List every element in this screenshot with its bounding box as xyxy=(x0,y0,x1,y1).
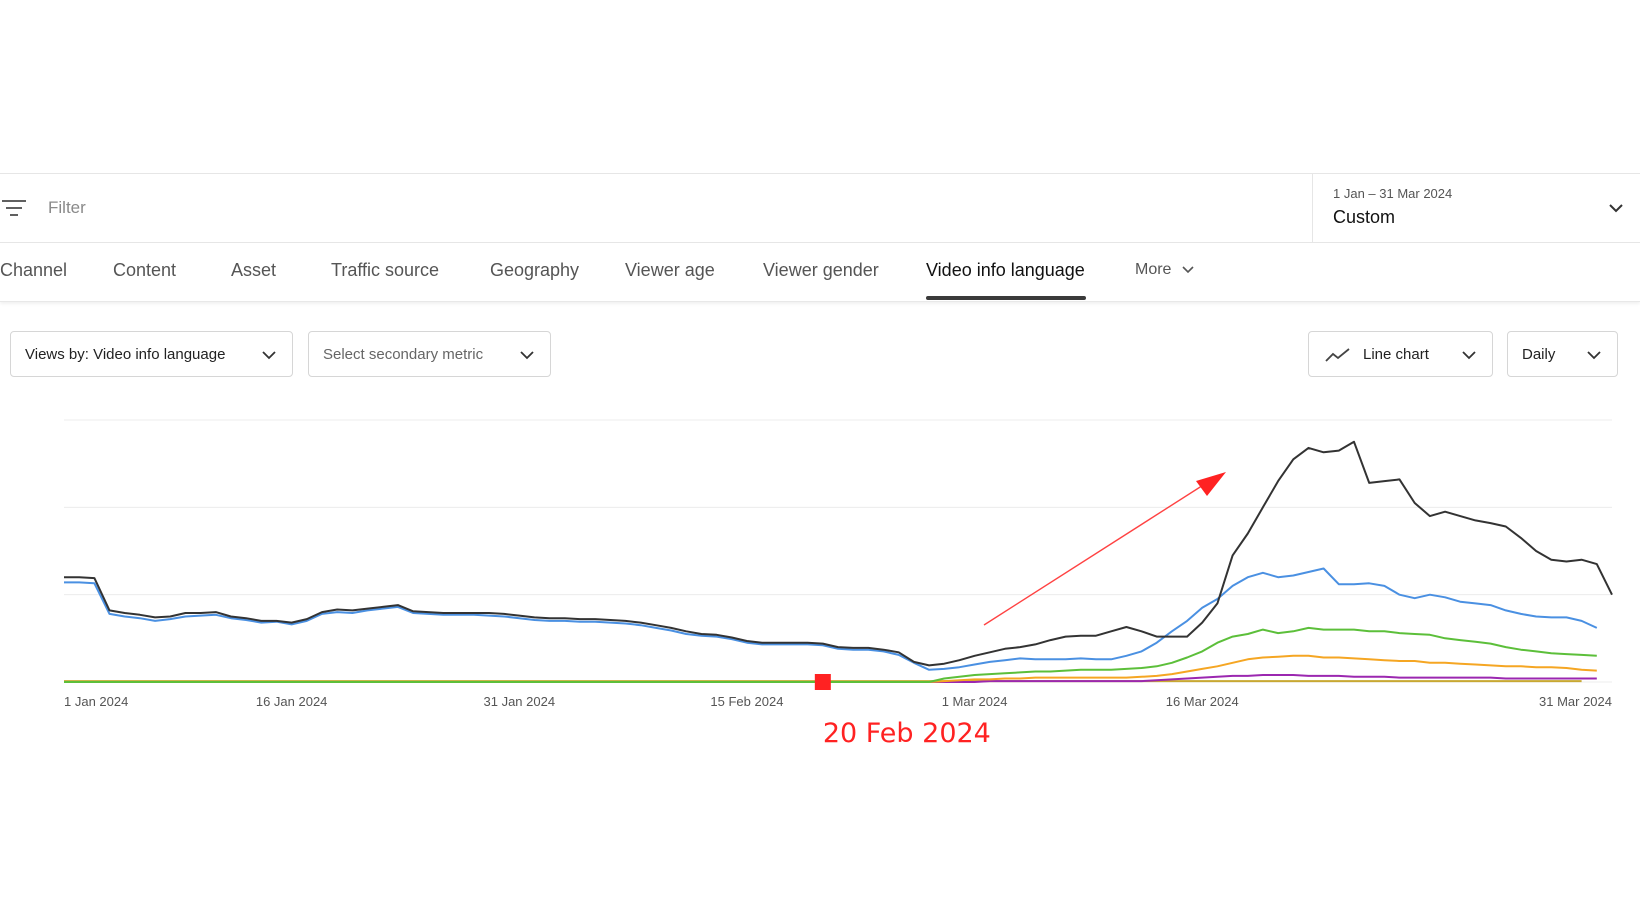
x-tick-label: 1 Mar 2024 xyxy=(942,694,1008,709)
primary-metric-label: Views by: Video info language xyxy=(25,346,226,363)
x-tick-label: 16 Jan 2024 xyxy=(256,694,328,709)
date-range-text: 1 Jan – 31 Mar 2024 xyxy=(1333,186,1453,201)
tab-channel[interactable]: Channel xyxy=(0,260,68,280)
primary-metric-select[interactable]: Views by: Video info language xyxy=(10,331,293,377)
tab-geography[interactable]: Geography xyxy=(490,260,580,280)
series-line-1 xyxy=(64,567,1598,671)
filter-input[interactable]: Filter xyxy=(48,198,86,217)
interval-select[interactable]: Daily xyxy=(1507,331,1618,377)
x-tick-label: 31 Mar 2024 xyxy=(1539,694,1612,709)
x-tick-label: 1 Jan 2024 xyxy=(64,694,128,709)
date-range-picker[interactable]: 1 Jan – 31 Mar 2024 Custom xyxy=(1312,174,1640,242)
line-chart-icon xyxy=(1325,348,1350,362)
date-marker xyxy=(814,674,831,690)
tab-video-info-language[interactable]: Video info language xyxy=(926,260,1085,280)
filter-bar: Filter 1 Jan – 31 Mar 2024 Custom xyxy=(0,173,1640,243)
tab-content[interactable]: Content xyxy=(113,260,177,280)
chevron-down-icon xyxy=(1462,351,1476,360)
tab-more[interactable]: More xyxy=(1135,261,1196,279)
tab-viewer-gender[interactable]: Viewer gender xyxy=(763,260,879,280)
series-line-2 xyxy=(64,626,1597,683)
series-line-0 xyxy=(64,440,1613,667)
tab-traffic-source[interactable]: Traffic source xyxy=(331,260,440,280)
date-preset-text: Custom xyxy=(1333,207,1396,227)
chevron-down-icon[interactable] xyxy=(1606,198,1626,218)
tab-more-label: More xyxy=(1135,261,1172,278)
chart-type-label: Line chart xyxy=(1363,346,1429,363)
arrow-head-icon xyxy=(1196,472,1226,496)
annotation-date-label: 20 Feb 2024 xyxy=(823,718,991,749)
filter-icon[interactable] xyxy=(2,198,26,218)
chevron-down-icon xyxy=(262,351,276,360)
chevron-down-icon xyxy=(1587,351,1601,360)
tab-asset[interactable]: Asset xyxy=(231,260,277,280)
chevron-down-icon xyxy=(1182,266,1194,273)
dimension-tabs: Channel Content Asset Traffic source Geo… xyxy=(0,243,1640,302)
secondary-metric-select[interactable]: Select secondary metric xyxy=(308,331,551,377)
chart-type-select[interactable]: Line chart xyxy=(1308,331,1493,377)
chevron-down-icon xyxy=(520,351,534,360)
secondary-metric-label: Select secondary metric xyxy=(323,346,484,363)
active-tab-indicator xyxy=(926,296,1086,300)
x-tick-label: 15 Feb 2024 xyxy=(710,694,783,709)
trend-arrow xyxy=(983,481,1209,626)
tab-viewer-age[interactable]: Viewer age xyxy=(625,260,715,280)
interval-label: Daily xyxy=(1522,346,1556,363)
x-tick-label: 31 Jan 2024 xyxy=(484,694,556,709)
x-tick-label: 16 Mar 2024 xyxy=(1166,694,1239,709)
